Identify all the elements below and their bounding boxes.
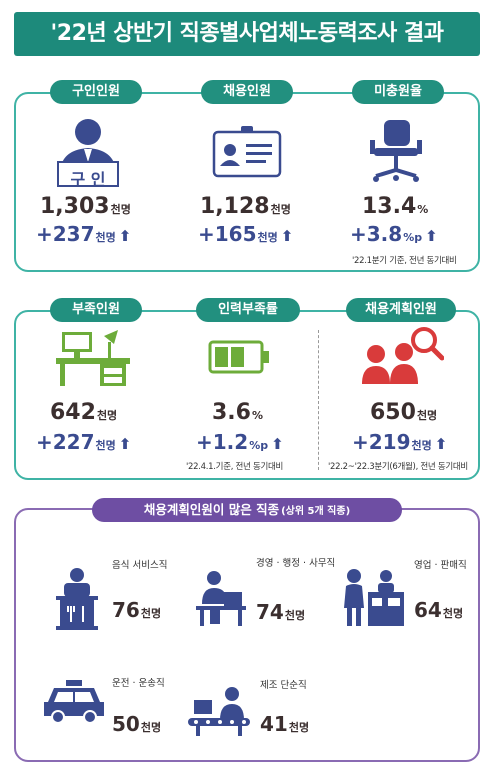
label-unfilled-rate: 미충원율	[352, 80, 444, 104]
recruiter-sign-text: 구 인	[70, 170, 106, 189]
shortage-rate-delta: +1.2%p ⬆	[196, 430, 284, 454]
up-arrow-icon: ⬆	[271, 435, 284, 453]
label-shortage-rate: 인력부족률	[196, 298, 300, 322]
taxi-icon	[44, 680, 104, 724]
up-arrow-icon: ⬆	[425, 227, 438, 245]
id-card-icon	[212, 126, 282, 178]
battery-icon	[208, 340, 269, 374]
job-value-food: 76천명	[112, 598, 162, 622]
waiter-icon	[56, 568, 98, 630]
job-value-driving: 50천명	[112, 712, 162, 736]
hiring-plan-value: 650천명	[370, 400, 438, 425]
shortage-delta: +227천명 ⬆	[36, 430, 132, 454]
job-value-manufacturing: 41천명	[260, 712, 310, 736]
job-name-office: 경영 · 행정 · 사무직	[256, 558, 336, 569]
shortage-rate-value: 3.6%	[212, 400, 264, 425]
desk-computer-icon	[56, 330, 130, 386]
up-arrow-icon: ⬆	[280, 227, 294, 245]
up-arrow-icon: ⬆	[118, 435, 132, 453]
top-note: '22.1분기 기준, 전년 동기대비	[352, 256, 457, 266]
recruiter-sign-icon	[57, 119, 119, 187]
hiring-plan-delta: +219천명 ⬆	[352, 430, 448, 454]
divider	[318, 330, 319, 470]
hires-value: 1,128천명	[200, 194, 291, 219]
label-job-openings: 구인인원	[50, 80, 142, 104]
job-name-manufacturing: 제조 단순직	[260, 680, 307, 691]
job-openings-value: 1,303천명	[40, 194, 131, 219]
page-title: '22년 상반기 직종별사업체노동력조사 결과	[14, 12, 480, 56]
unfilled-rate-value: 13.4%	[362, 194, 429, 219]
shortage-value: 642천명	[50, 400, 118, 425]
label-hiring-plan: 채용계획인원	[346, 298, 456, 322]
up-arrow-icon: ⬆	[434, 435, 448, 453]
job-value-office: 74천명	[256, 600, 306, 624]
sales-counter-icon	[344, 569, 404, 626]
unfilled-rate-delta: +3.8%p ⬆	[350, 222, 438, 246]
factory-worker-icon	[188, 687, 250, 736]
job-openings-delta: +237천명 ⬆	[36, 222, 132, 246]
middle-note-left: '22.4.1.기준, 전년 동기대비	[186, 462, 284, 472]
office-worker-icon	[196, 571, 246, 626]
label-hires: 채용인원	[201, 80, 293, 104]
job-name-sales: 영업 · 판매직	[414, 560, 467, 571]
middle-note-right: '22.2~'22.3분기(6개월), 전년 동기대비	[328, 462, 468, 472]
top-jobs-title: 채용계획인원이 많은 직종 (상위 5개 직종)	[92, 498, 402, 522]
job-name-driving: 운전 · 운송직	[112, 678, 165, 689]
hires-delta: +165천명 ⬆	[198, 222, 294, 246]
people-search-icon	[362, 327, 444, 384]
job-name-food: 음식 서비스직	[112, 560, 168, 571]
office-chair-icon	[370, 120, 422, 182]
label-shortage: 부족인원	[50, 298, 142, 322]
up-arrow-icon: ⬆	[118, 227, 132, 245]
job-value-sales: 64천명	[414, 598, 464, 622]
